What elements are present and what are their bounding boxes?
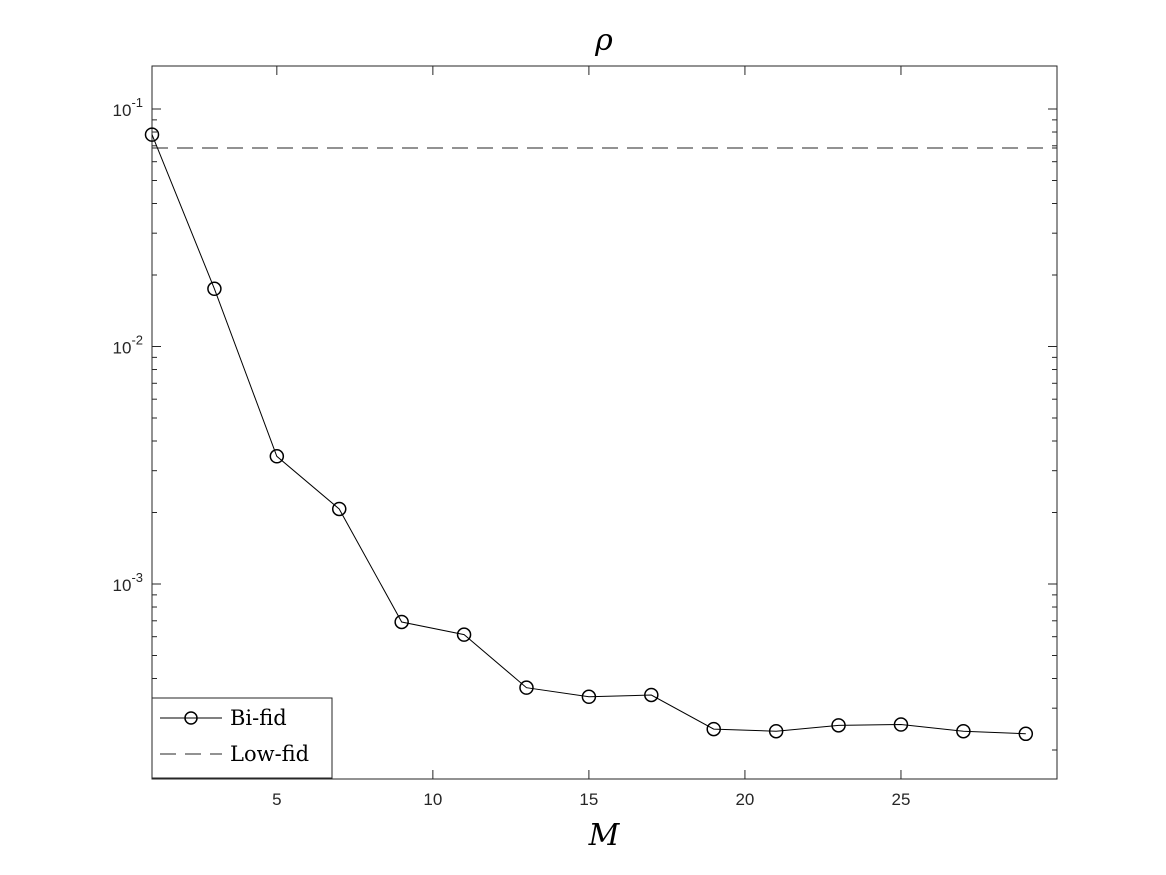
x-tick-label: 20 — [735, 790, 754, 809]
chart-title: ρ — [594, 23, 613, 58]
y-tick-label: 10-3 — [113, 570, 143, 595]
bi-fid-point — [644, 687, 659, 703]
bi-fid-point — [831, 718, 846, 733]
bi-fid-point — [519, 680, 534, 695]
bi-fid-point — [456, 627, 472, 642]
y-tick-label: 10-1 — [113, 95, 143, 120]
bi-fid-point — [956, 723, 971, 739]
bi-fid-series-line — [151, 134, 1026, 735]
bi-fid-point — [269, 449, 285, 464]
y-tick-label: 10-2 — [113, 333, 143, 358]
bi-fid-point — [1018, 726, 1034, 742]
y-tick-labels: 10-1 10-2 10-3 — [113, 95, 143, 595]
bi-fid-point — [331, 501, 347, 517]
bi-fid-point — [394, 614, 409, 630]
legend-bi-fid-label: Bi-fid — [230, 706, 287, 730]
bi-fid-point — [768, 723, 784, 739]
legend: Bi-fid Low-fid — [151, 697, 333, 779]
bi-fid-point — [144, 127, 160, 142]
x-tick-labels: 5 10 15 20 25 — [272, 790, 910, 809]
bi-fid-point — [207, 281, 222, 297]
bi-fid-point — [893, 717, 909, 732]
x-tick-label: 25 — [892, 790, 911, 809]
x-tick-label: 5 — [272, 790, 281, 809]
x-tick-label: 15 — [579, 790, 598, 809]
legend-low-fid-label: Low-fid — [230, 742, 309, 766]
legend-bi-fid-marker — [184, 711, 198, 725]
plot-area — [151, 65, 1058, 780]
x-tick-label: 10 — [423, 790, 442, 809]
bi-fid-point — [706, 721, 721, 737]
x-axis-title: M — [588, 818, 621, 853]
legend-box — [151, 697, 333, 779]
bi-fid-markers — [144, 127, 1034, 742]
bi-fid-point — [581, 689, 597, 705]
